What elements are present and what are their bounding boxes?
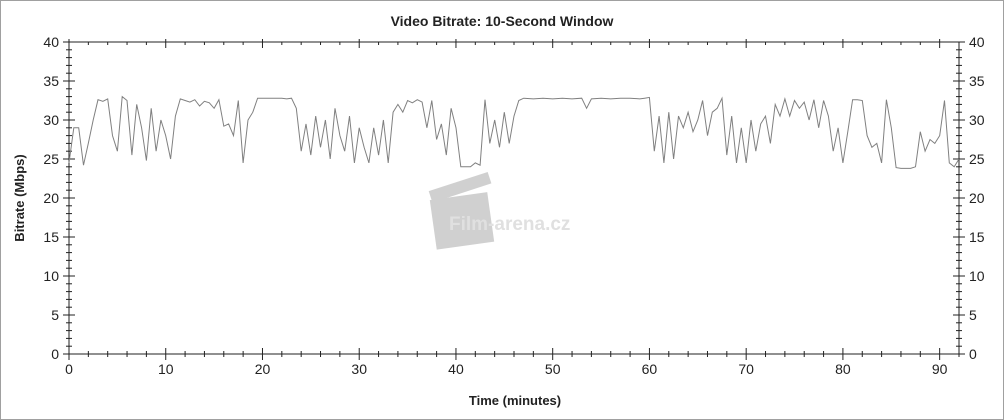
x-tick-label: 70 xyxy=(738,361,754,377)
x-tick-label: 60 xyxy=(642,361,658,377)
x-tick-label: 10 xyxy=(158,361,174,377)
y-tick-label-right: 35 xyxy=(969,73,985,89)
y-tick-label-right: 25 xyxy=(969,151,985,167)
x-tick-label: 80 xyxy=(835,361,851,377)
watermark-logo: Film-arena.cz xyxy=(428,172,570,250)
x-tick-label: 90 xyxy=(932,361,948,377)
clapperboard-icon xyxy=(429,192,495,250)
y-tick-label: 0 xyxy=(51,346,59,362)
y-tick-label: 35 xyxy=(43,73,59,89)
watermark-text: Film-arena.cz xyxy=(449,214,570,235)
clapperboard-top-icon xyxy=(428,172,492,203)
x-axis-label: Time (minutes) xyxy=(469,393,561,408)
y-tick-label: 20 xyxy=(43,190,59,206)
y-tick-label: 25 xyxy=(43,151,59,167)
y-tick-label: 15 xyxy=(43,229,59,245)
x-tick-label: 0 xyxy=(65,361,73,377)
x-tick-label: 30 xyxy=(351,361,367,377)
y-tick-label: 40 xyxy=(43,34,59,50)
x-tick-label: 50 xyxy=(545,361,561,377)
y-tick-label-right: 15 xyxy=(969,229,985,245)
y-tick-label: 30 xyxy=(43,112,59,128)
x-tick-label: 20 xyxy=(255,361,271,377)
y-tick-label-right: 5 xyxy=(969,307,977,323)
x-tick-label: 40 xyxy=(448,361,464,377)
y-tick-label: 10 xyxy=(43,268,59,284)
y-tick-label: 5 xyxy=(51,307,59,323)
y-axis-label: Bitrate (Mbps) xyxy=(12,154,27,241)
y-tick-label-right: 40 xyxy=(969,34,985,50)
chart-title: Video Bitrate: 10-Second Window xyxy=(391,13,614,29)
y-tick-label-right: 20 xyxy=(969,190,985,206)
y-tick-label-right: 30 xyxy=(969,112,985,128)
y-tick-label-right: 0 xyxy=(969,346,977,362)
bitrate-series-line xyxy=(68,95,960,169)
y-tick-label-right: 10 xyxy=(969,268,985,284)
